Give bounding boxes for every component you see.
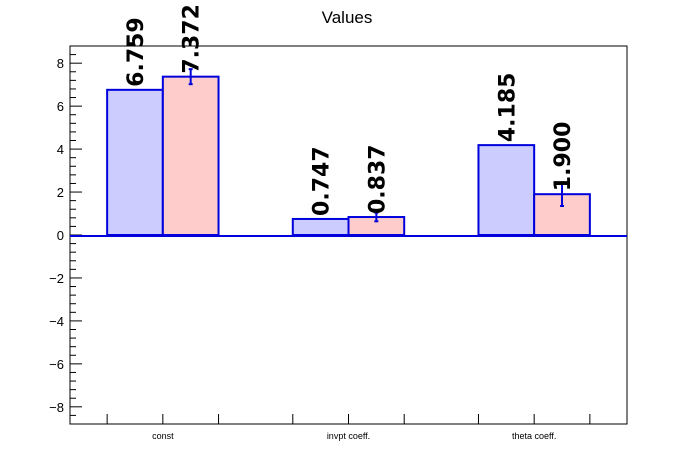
bar-series1-3 <box>477 144 536 236</box>
data-label: 7.372 <box>180 4 205 74</box>
y-tick-label: 4 <box>57 142 64 157</box>
y-tick-label: −6 <box>49 357 64 372</box>
error-bar <box>188 68 193 86</box>
y-tick-label: −2 <box>49 271 64 286</box>
y-tick-label: −4 <box>49 314 64 329</box>
y-tick-label: 6 <box>57 99 64 114</box>
error-bar <box>374 211 379 223</box>
bar-series2-1 <box>161 75 220 237</box>
error-bar <box>560 181 565 208</box>
data-label: 6.759 <box>124 17 149 87</box>
data-labels-layer: 6.759 0.747 4.185 7.372 0.837 1.900 <box>124 4 576 216</box>
data-label: 4.185 <box>495 73 520 143</box>
y-axis: −8 −6 −4 −2 0 2 4 6 8 <box>49 45 82 425</box>
data-label: 0.837 <box>365 144 390 214</box>
y-tick-label: −8 <box>49 400 64 415</box>
bars-layer <box>106 75 591 237</box>
y-tick-label: 0 <box>57 228 64 243</box>
y-tick-label: 8 <box>57 56 64 71</box>
data-label: 1.900 <box>551 122 576 192</box>
y-tick-label: 2 <box>57 185 64 200</box>
x-category-label: const <box>152 431 174 441</box>
error-bars-layer <box>188 68 565 223</box>
data-label: 0.747 <box>310 146 335 216</box>
bar-series1-1 <box>106 88 164 236</box>
x-axis: const invpt coeff. theta coeff. <box>106 414 591 441</box>
chart-title: Values <box>322 8 373 27</box>
x-category-label: theta coeff. <box>512 431 556 441</box>
x-category-label: invpt coeff. <box>327 431 370 441</box>
bar-series1-2 <box>291 217 350 237</box>
